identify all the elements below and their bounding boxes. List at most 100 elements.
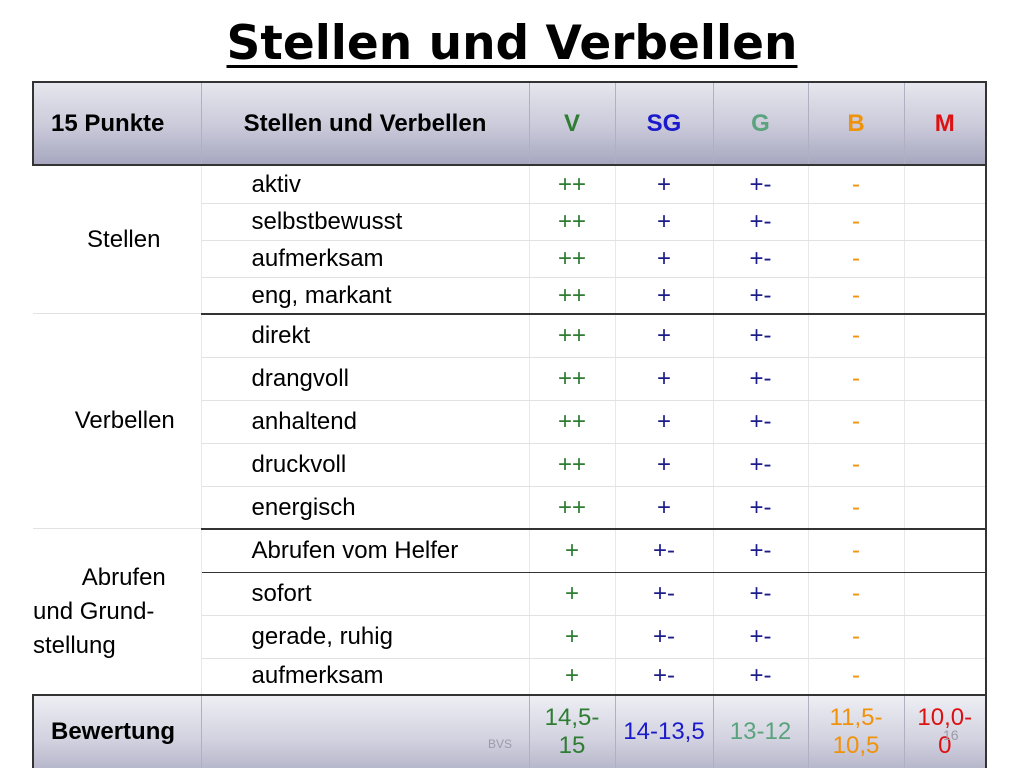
cell-m bbox=[904, 357, 987, 401]
table-row: selbstbewusst ++ + +- - bbox=[33, 203, 987, 242]
bewertung-b-line: 11,5- bbox=[829, 703, 883, 731]
cell-g: +- bbox=[713, 658, 809, 696]
cell-b: - bbox=[808, 400, 905, 445]
cell-sg: + bbox=[615, 203, 714, 242]
cell-v: ++ bbox=[529, 486, 616, 530]
cell-v: ++ bbox=[529, 277, 616, 315]
cell-b: - bbox=[808, 240, 905, 279]
group-label-line: Abrufen bbox=[81, 563, 166, 591]
cell-sg: + bbox=[615, 400, 714, 445]
cell-m bbox=[904, 658, 987, 696]
header-criteria: Stellen und Verbellen bbox=[201, 80, 530, 167]
table-row: aufmerksam ++ + +- - bbox=[33, 240, 987, 279]
cell-g: +- bbox=[713, 203, 809, 242]
table-row: Abrufen und Grund- stellung Abrufen vom … bbox=[33, 528, 987, 696]
bewertung-label: Bewertung bbox=[32, 694, 202, 768]
header-points: 15 Punkte bbox=[32, 80, 202, 167]
cell-m bbox=[904, 240, 987, 279]
bewertung-b: 11,5- 10,5 bbox=[808, 694, 905, 768]
cell-b: - bbox=[808, 615, 905, 659]
cell-v: + bbox=[529, 572, 616, 616]
cell-b: - bbox=[808, 313, 905, 358]
cell-g: +- bbox=[713, 165, 809, 205]
criterion-label: druckvoll bbox=[201, 443, 530, 488]
header-b: B bbox=[808, 80, 905, 167]
criterion-label: drangvoll bbox=[201, 357, 530, 401]
cell-b: - bbox=[808, 528, 905, 573]
rating-table: 15 Punkte Stellen und Verbellen V SG G B… bbox=[32, 80, 987, 768]
cell-g: +- bbox=[713, 615, 809, 659]
table-row: gerade, ruhig + +- +- - bbox=[33, 615, 987, 659]
table-row: energisch ++ + +- - bbox=[33, 486, 987, 530]
table-row: anhaltend ++ + +- - bbox=[33, 400, 987, 445]
cell-sg: +- bbox=[615, 615, 714, 659]
header-v: V bbox=[529, 80, 616, 167]
cell-m bbox=[904, 486, 987, 530]
table-row: eng, markant ++ + +- - bbox=[33, 277, 987, 315]
cell-sg: + bbox=[615, 357, 714, 401]
header-m: M bbox=[904, 80, 987, 167]
cell-m bbox=[904, 203, 987, 242]
bewertung-m: 10,0- 0 bbox=[904, 694, 987, 768]
cell-m bbox=[904, 165, 987, 205]
group-label-abrufen: Abrufen und Grund- stellung bbox=[33, 528, 202, 696]
criterion-label: Abrufen vom Helfer bbox=[201, 528, 530, 573]
cell-b: - bbox=[808, 658, 905, 696]
bewertung-row: Bewertung 14,5- 15 14-13,5 13-12 11,5- 1… bbox=[32, 694, 987, 768]
cell-m bbox=[904, 528, 987, 573]
bewertung-v-line: 14,5- bbox=[544, 703, 600, 731]
cell-sg: + bbox=[615, 277, 714, 315]
header-g: G bbox=[713, 80, 809, 167]
cell-sg: + bbox=[615, 313, 714, 358]
criterion-label: eng, markant bbox=[201, 277, 530, 315]
bewertung-m-line: 10,0- bbox=[917, 703, 973, 731]
cell-v: + bbox=[529, 528, 616, 573]
cell-b: - bbox=[808, 203, 905, 242]
cell-v: ++ bbox=[529, 165, 616, 205]
cell-sg: + bbox=[615, 165, 714, 205]
cell-g: +- bbox=[713, 313, 809, 358]
criterion-label: anhaltend bbox=[201, 400, 530, 445]
criterion-label: aktiv bbox=[201, 165, 530, 205]
page-number: 16 bbox=[943, 727, 959, 743]
table-row: aufmerksam + +- +- - bbox=[33, 658, 987, 696]
criterion-label: aufmerksam bbox=[201, 658, 530, 696]
cell-g: +- bbox=[713, 572, 809, 616]
bewertung-v-line: 15 bbox=[558, 731, 586, 759]
cell-b: - bbox=[808, 443, 905, 488]
criterion-label: gerade, ruhig bbox=[201, 615, 530, 659]
group-label-line: stellung bbox=[33, 631, 116, 659]
criterion-label: energisch bbox=[201, 486, 530, 530]
group-label-verbellen: Verbellen bbox=[33, 313, 202, 530]
criterion-label: selbstbewusst bbox=[201, 203, 530, 242]
cell-b: - bbox=[808, 165, 905, 205]
cell-sg: + bbox=[615, 240, 714, 279]
cell-sg: +- bbox=[615, 528, 714, 573]
cell-m bbox=[904, 313, 987, 358]
cell-b: - bbox=[808, 357, 905, 401]
cell-g: +- bbox=[713, 443, 809, 488]
bewertung-v: 14,5- 15 bbox=[529, 694, 616, 768]
cell-g: +- bbox=[713, 486, 809, 530]
cell-g: +- bbox=[713, 400, 809, 445]
cell-sg: +- bbox=[615, 658, 714, 696]
table-row: sofort + +- +- - bbox=[33, 572, 987, 616]
cell-v: ++ bbox=[529, 313, 616, 358]
cell-v: ++ bbox=[529, 203, 616, 242]
criterion-label: sofort bbox=[201, 572, 530, 616]
header-sg: SG bbox=[615, 80, 714, 167]
criterion-label: direkt bbox=[201, 313, 530, 358]
bewertung-b-line: 10,5 bbox=[832, 731, 880, 759]
cell-g: +- bbox=[713, 528, 809, 573]
cell-m bbox=[904, 277, 987, 315]
cell-sg: +- bbox=[615, 572, 714, 616]
cell-b: - bbox=[808, 572, 905, 616]
footer-text: BVS bbox=[488, 737, 513, 751]
cell-g: +- bbox=[713, 277, 809, 315]
bewertung-g: 13-12 bbox=[713, 694, 809, 768]
bewertung-sg: 14-13,5 bbox=[615, 694, 714, 768]
cell-b: - bbox=[808, 486, 905, 530]
cell-v: ++ bbox=[529, 357, 616, 401]
cell-v: ++ bbox=[529, 240, 616, 279]
cell-m bbox=[904, 400, 987, 445]
